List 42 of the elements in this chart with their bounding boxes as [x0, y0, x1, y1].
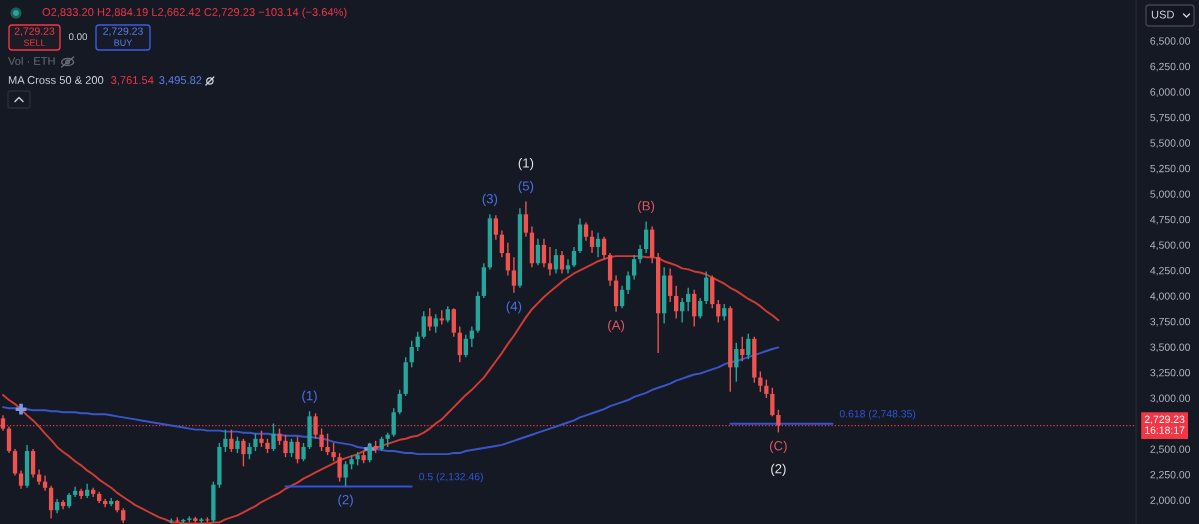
y-tick-label: 3,500.00 — [1150, 343, 1191, 353]
y-tick-label: 6,250.00 — [1150, 62, 1191, 72]
y-tick-label: 5,000.00 — [1150, 190, 1191, 199]
annotation: 3,495.82 — [159, 76, 202, 86]
annotation: (B) — [638, 200, 655, 214]
annotation: (5) — [518, 180, 534, 194]
annotation: 2,729.23 — [103, 27, 143, 37]
ref-line-label: 2,729.23 16:18:17 — [1144, 415, 1185, 434]
y-tick-label: 2,000.00 — [1150, 496, 1191, 506]
y-tick-label: 5,250.00 — [1150, 164, 1191, 174]
annotation: MA Cross 50 & 200 — [8, 76, 104, 84]
annotation: (3) — [482, 193, 498, 206]
annotation: 0.00 — [68, 33, 88, 41]
series-label: 0.618 (2,748.35) — [839, 409, 916, 420]
annotation: O2,833.20 H2,884.19 L2,662.42 C2,729.23 −103.14 (−3.64%) — [42, 7, 347, 19]
y-tick-label: 5,500.00 — [1150, 139, 1191, 148]
text: USD — [1151, 10, 1174, 19]
annotation: (A) — [608, 320, 625, 333]
annotation: Vol · ETH — [8, 56, 55, 65]
y-tick-label: 6,500.00 — [1150, 37, 1191, 46]
y-tick-label: 3,000.00 — [1150, 394, 1191, 404]
y-tick-label: 4,750.00 — [1150, 215, 1191, 225]
annotation: 2,729.23 — [14, 27, 55, 37]
annotation: (C) — [770, 440, 787, 454]
annotation: (2) — [771, 463, 786, 476]
y-tick-label: 4,500.00 — [1150, 241, 1191, 251]
y-tick-label: 4,000.00 — [1150, 292, 1191, 302]
annotation: SELL — [23, 39, 46, 46]
annotation: (4) — [506, 301, 522, 314]
annotation: (1) — [302, 390, 317, 403]
annotation: BUY — [114, 39, 133, 46]
y-tick-label: 2,250.00 — [1150, 471, 1191, 480]
annotation: 3,761.54 — [111, 76, 154, 86]
y-tick-label: 3,250.00 — [1150, 368, 1191, 378]
annotation: (2) — [338, 494, 353, 507]
y-tick-label: 4,250.00 — [1150, 266, 1191, 276]
y-tick-label: 3,750.00 — [1150, 317, 1191, 327]
y-tick-label: 6,000.00 — [1150, 88, 1191, 97]
series-label: 0.5 (2,132.46) — [419, 472, 483, 483]
y-tick-label: 5,750.00 — [1150, 113, 1191, 123]
annotation: (1) — [518, 157, 534, 171]
y-tick-label: 2,500.00 — [1150, 445, 1191, 455]
